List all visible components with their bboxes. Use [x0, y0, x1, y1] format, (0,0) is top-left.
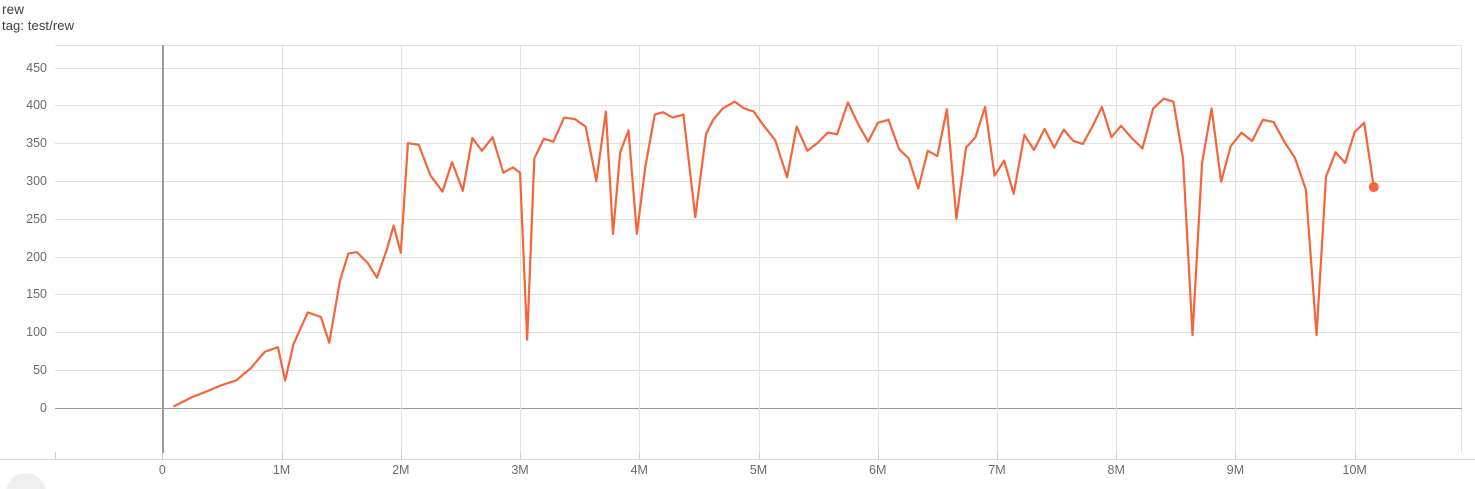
x-tick-mark-5M — [758, 453, 760, 460]
x-tick-label-4M: 4M — [630, 463, 648, 477]
gridline-x-3M — [520, 45, 522, 453]
x-tick-label-2M: 2M — [392, 463, 410, 477]
gridline-x-6M — [877, 45, 879, 453]
x-tick-label-1M: 1M — [272, 463, 291, 477]
x-axis-rule — [0, 459, 1475, 460]
y-tick-label-350: 350 — [26, 136, 47, 151]
gridline-x-10M — [1354, 45, 1356, 453]
x-tick-label-0: 0 — [158, 463, 166, 477]
x-tick-label-7M: 7M — [988, 463, 1006, 477]
plot-right-border — [1461, 45, 1462, 453]
x-tick-label-6M: 6M — [869, 463, 887, 477]
y-tick-label-100: 100 — [26, 325, 47, 340]
series-line-test-rew — [174, 99, 1374, 407]
x-tick-mark-9M — [1235, 453, 1237, 460]
series-endpoint-marker — [1368, 182, 1379, 193]
gridline-x-1M — [281, 45, 283, 453]
chart-tag-label: tag: test/rew — [2, 18, 75, 34]
x-tick-label-10M: 10M — [1342, 463, 1367, 477]
x-tick-mark-7M — [996, 453, 998, 460]
x-tick-label-3M: 3M — [511, 463, 529, 477]
y-tick-label-0: 0 — [40, 400, 47, 415]
gridline-x-8M — [1116, 45, 1118, 453]
x-tick-mark-8M — [1116, 453, 1118, 460]
y-tick-label-450: 450 — [26, 60, 47, 75]
gridline-x-0 — [162, 45, 164, 453]
y-tick-label-200: 200 — [26, 249, 47, 264]
x-tick-mark-4M — [639, 453, 641, 460]
expand-chart-button[interactable] — [6, 473, 46, 489]
gridline-x-4M — [639, 45, 641, 453]
x-tick-mark-2M — [400, 453, 402, 460]
y-tick-label-400: 400 — [26, 98, 47, 113]
page-title: rew — [2, 2, 25, 17]
x-tick-mark-0 — [162, 453, 164, 460]
x-tick-mark-1M — [281, 453, 283, 460]
y-axis-ticks: 0 50 100 150 200 250 300 350 400 450 — [0, 45, 55, 453]
x-tick-mark-3M — [520, 453, 522, 460]
x-tick-label-5M: 5M — [749, 463, 768, 477]
plot-area[interactable] — [55, 45, 1462, 453]
y-tick-label-250: 250 — [26, 211, 47, 226]
gridline-x-7M — [996, 45, 998, 453]
y-tick-label-300: 300 — [26, 174, 47, 188]
x-axis-origin-tick — [55, 452, 56, 460]
x-tick-mark-10M — [1354, 453, 1356, 460]
y-tick-label-150: 150 — [26, 287, 47, 302]
x-tick-label-9M: 9M — [1226, 463, 1245, 477]
gridline-x-9M — [1235, 45, 1237, 453]
x-axis-ticks: 0 1M 2M 3M 4M 5M 6M 7M 8M 9M 10M — [55, 463, 1462, 485]
x-tick-mark-6M — [877, 453, 879, 460]
gridline-x-5M — [758, 45, 760, 453]
series-layer — [55, 45, 1379, 453]
chart-header: rew tag: test/rew — [2, 1, 74, 35]
x-tick-label-8M: 8M — [1107, 463, 1125, 477]
y-tick-label-50: 50 — [33, 362, 47, 377]
